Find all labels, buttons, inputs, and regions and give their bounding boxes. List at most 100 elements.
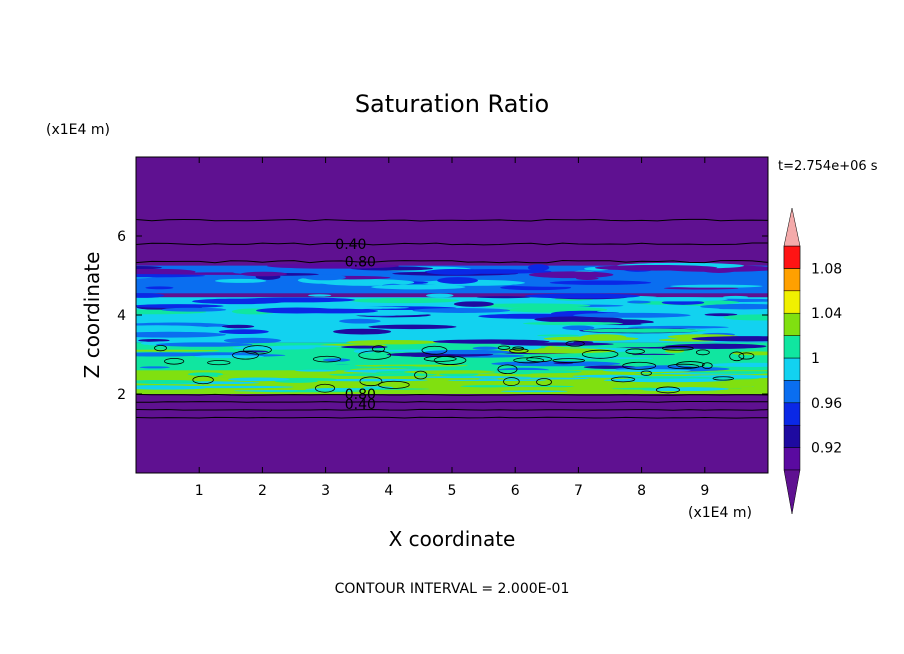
field-streak xyxy=(537,334,580,337)
field-streak xyxy=(424,349,512,355)
field-streak xyxy=(661,300,705,305)
contour-line-lower-2 xyxy=(136,401,768,403)
field-streak xyxy=(580,334,627,340)
field-streak xyxy=(575,277,599,280)
colorbar-label: 1.04 xyxy=(811,306,842,322)
contour-label: 0.40 xyxy=(345,397,376,413)
field-streak xyxy=(223,337,282,344)
x-tick-label: 3 xyxy=(321,483,330,499)
field-streak xyxy=(470,303,591,308)
contour-line-upper-2 xyxy=(136,242,768,246)
x-tick-label: 8 xyxy=(637,483,646,499)
colorbar-segment xyxy=(783,402,801,426)
colorbar-segment xyxy=(783,357,801,381)
field-streak xyxy=(136,379,201,384)
field-streak xyxy=(710,362,768,367)
contour-loop xyxy=(497,345,511,350)
field-streak xyxy=(691,336,768,342)
contour-loop xyxy=(497,364,518,375)
field-streak xyxy=(217,374,295,379)
field-streak xyxy=(387,383,489,386)
colorbar-segment xyxy=(783,380,801,404)
field-streak xyxy=(221,324,255,329)
field-streak xyxy=(403,370,496,374)
contour-loop xyxy=(414,370,428,380)
field-streak xyxy=(594,264,718,271)
colorbar-label: 0.92 xyxy=(811,441,842,457)
field-streak xyxy=(136,265,162,270)
field-streak xyxy=(472,346,500,350)
field-streak xyxy=(640,322,694,326)
contour-loop xyxy=(421,345,448,355)
field-streak xyxy=(255,382,367,386)
field-streak xyxy=(627,300,651,304)
y-tick-label: 2 xyxy=(117,387,126,403)
field-streak xyxy=(368,324,457,330)
colorbar-over-triangle xyxy=(783,207,801,247)
field-streak xyxy=(322,358,351,362)
field-streak xyxy=(218,329,269,335)
field-streak xyxy=(700,274,768,279)
field-streak xyxy=(328,373,438,377)
contour-loop xyxy=(661,346,694,351)
field-streak xyxy=(234,390,298,392)
contour-loop xyxy=(640,370,652,376)
colorbar-segment xyxy=(783,245,801,269)
colorbar-label: 1 xyxy=(811,351,820,367)
contour-loop xyxy=(625,348,645,355)
contour-line-lower-4 xyxy=(136,416,768,419)
field-streak xyxy=(627,325,729,329)
time-label: t=2.754e+06 s xyxy=(778,159,878,174)
field-streak xyxy=(453,301,494,307)
contour-line-lower-1 xyxy=(136,393,768,396)
field-streak xyxy=(689,371,768,374)
field-streak xyxy=(460,385,516,388)
contour-loop xyxy=(232,350,259,360)
field-streak xyxy=(136,274,206,278)
colorbar-segment xyxy=(783,268,801,292)
chart-title: Saturation Ratio xyxy=(355,90,549,118)
contour-loop xyxy=(536,378,552,386)
field-streak xyxy=(500,390,568,393)
field-streak xyxy=(189,365,255,368)
contour-line-upper-1 xyxy=(136,218,768,222)
colorbar-label: 1.08 xyxy=(811,261,842,277)
field-streak xyxy=(371,284,466,290)
field-streak xyxy=(596,390,699,394)
field-streak xyxy=(153,367,232,370)
x-tick-label: 9 xyxy=(700,483,709,499)
field-streak xyxy=(468,369,582,374)
field-streak xyxy=(529,373,625,375)
contour-loop xyxy=(312,355,342,363)
field-streak xyxy=(524,293,640,299)
field-streak xyxy=(626,297,728,302)
x-tick-label: 2 xyxy=(258,483,267,499)
field-streak xyxy=(433,339,550,344)
field-streak xyxy=(294,369,337,372)
contour-loop xyxy=(526,356,553,363)
field-streak xyxy=(339,318,381,324)
field-streak xyxy=(704,313,738,317)
field-streak xyxy=(258,358,294,363)
field-streak xyxy=(700,303,768,310)
field-streak xyxy=(136,352,209,357)
contour-loop xyxy=(512,346,525,351)
field-streak xyxy=(623,376,712,379)
contour-loop xyxy=(667,363,700,370)
plot-area xyxy=(136,157,768,473)
field-streak xyxy=(136,325,210,331)
contour-loop xyxy=(622,361,657,370)
field-streak xyxy=(144,376,172,379)
field-streak xyxy=(194,355,264,359)
field-streak xyxy=(192,298,286,305)
field-streak xyxy=(136,331,226,338)
y-tick-label: 4 xyxy=(117,308,126,324)
field-streak xyxy=(657,307,721,312)
field-streak xyxy=(426,293,454,298)
contour-loop xyxy=(552,358,586,363)
field-streak xyxy=(670,284,763,288)
contour-loop xyxy=(509,348,529,354)
field-streak xyxy=(293,308,378,314)
colorbar-segment xyxy=(783,312,801,336)
colorbar-under-triangle xyxy=(783,469,801,515)
